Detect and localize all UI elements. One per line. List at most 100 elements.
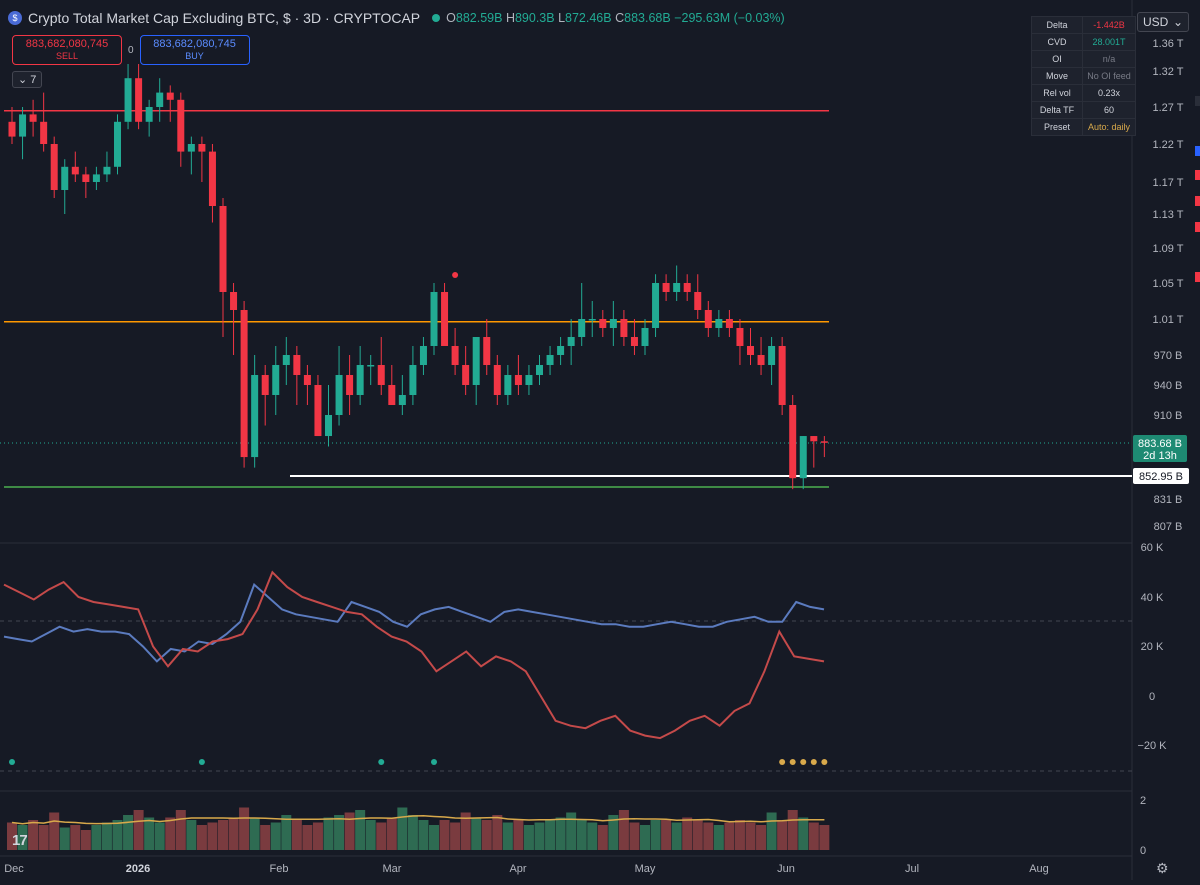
candle [683, 274, 691, 301]
osc-axis-label: 20 K [1141, 641, 1164, 653]
volume-bar [629, 822, 640, 850]
currency-select[interactable]: USD ⌄ [1137, 12, 1189, 32]
price-axis-label: 910 B [1154, 410, 1183, 422]
volume-bar [555, 817, 566, 850]
candle-body [588, 319, 596, 321]
candle-body [789, 405, 797, 479]
volume-bar [471, 817, 482, 850]
candle-body [135, 78, 143, 122]
volume-ma-line [11, 815, 825, 825]
sell-button[interactable]: 883,682,080,745 SELL [12, 35, 122, 65]
volume-bar [777, 820, 788, 850]
info-row: OI n/a [1031, 50, 1136, 68]
candle-body [799, 436, 807, 479]
buy-button[interactable]: 883,682,080,745 BUY [139, 35, 250, 65]
candle [462, 346, 470, 395]
candle [588, 301, 596, 337]
volume-bar [460, 812, 471, 850]
osc-signal-dot [800, 759, 807, 765]
candle [789, 395, 797, 490]
price-axis-label: 1.32 T [1153, 66, 1184, 78]
candle-body [652, 283, 660, 328]
candle-body [472, 337, 480, 385]
buy-sell-panel: 883,682,080,745 SELL 0 883,682,080,745 BUY [12, 35, 250, 65]
candle [799, 436, 807, 490]
osc-signal-dot [431, 759, 437, 765]
candle [303, 365, 311, 405]
signal-dot-red [452, 272, 459, 278]
volume-bar [80, 830, 91, 850]
candle [145, 99, 153, 137]
candle [282, 337, 290, 385]
candle-body [346, 375, 354, 395]
candle-body [219, 206, 227, 292]
candle-body [704, 310, 712, 328]
candle-body [662, 283, 670, 292]
gear-icon[interactable]: ⚙ [1156, 860, 1169, 876]
candle-body [50, 144, 58, 190]
volume-bar [133, 810, 144, 850]
candle-body [683, 283, 691, 292]
info-value: Auto: daily [1082, 118, 1136, 136]
volume-bar [17, 825, 28, 850]
candle-body [630, 337, 638, 346]
info-row: Move No OI feed [1031, 67, 1136, 85]
candle [451, 328, 459, 375]
candle [388, 365, 396, 405]
volume-bar [38, 825, 49, 850]
candle [19, 107, 27, 160]
candle-body [483, 337, 491, 365]
candle [514, 355, 522, 395]
candle [135, 64, 143, 130]
candle-body [103, 166, 111, 175]
volume-bar [671, 822, 682, 850]
volume-bar [534, 822, 545, 850]
candle-body [736, 328, 744, 346]
candle [525, 365, 533, 395]
candle-body [240, 310, 248, 458]
indicators-toggle-button[interactable]: ⌄ 7 [12, 71, 43, 88]
volume-bar [724, 822, 735, 850]
info-key: Rel vol [1031, 84, 1083, 102]
osc-axis-label: 40 K [1141, 592, 1164, 604]
price-axis-label: 807 B [1154, 521, 1183, 533]
candle-body [61, 166, 69, 190]
candle [673, 265, 681, 301]
candle [704, 301, 712, 337]
osc-signal-dot [789, 759, 796, 765]
candle [694, 274, 702, 319]
volume-bar [344, 812, 355, 850]
tradingview-logo-icon[interactable]: 17 [12, 832, 28, 849]
price-axis-label: 1.05 T [1153, 278, 1184, 290]
candle-body [810, 436, 818, 442]
candle-body [71, 166, 79, 175]
volume-bar [703, 822, 714, 850]
candle [103, 151, 111, 182]
volume-bar [450, 822, 461, 850]
volume-bar [175, 810, 186, 850]
candle-body [409, 365, 417, 395]
volume-bar [28, 820, 39, 850]
last-price-value: 883.68 B [1138, 438, 1182, 450]
candle-body [557, 346, 565, 355]
osc-signal-dot [378, 759, 385, 765]
candle [251, 355, 259, 468]
volume-bar [386, 817, 397, 850]
volume-bar [608, 815, 619, 850]
candle [757, 337, 765, 375]
symbol-title[interactable]: Crypto Total Market Cap Excluding BTC, $… [28, 10, 421, 26]
candle-body [356, 365, 364, 395]
candle-body [388, 385, 396, 405]
info-key: Delta [1031, 16, 1083, 34]
candle [71, 151, 79, 182]
volume-bar [154, 822, 165, 850]
candle-body [251, 375, 259, 458]
volume-bar [407, 815, 418, 850]
candle-body [599, 319, 607, 328]
candle-body [124, 78, 132, 122]
candle-body [293, 355, 301, 375]
candle-body [620, 319, 628, 337]
candle [219, 198, 227, 337]
